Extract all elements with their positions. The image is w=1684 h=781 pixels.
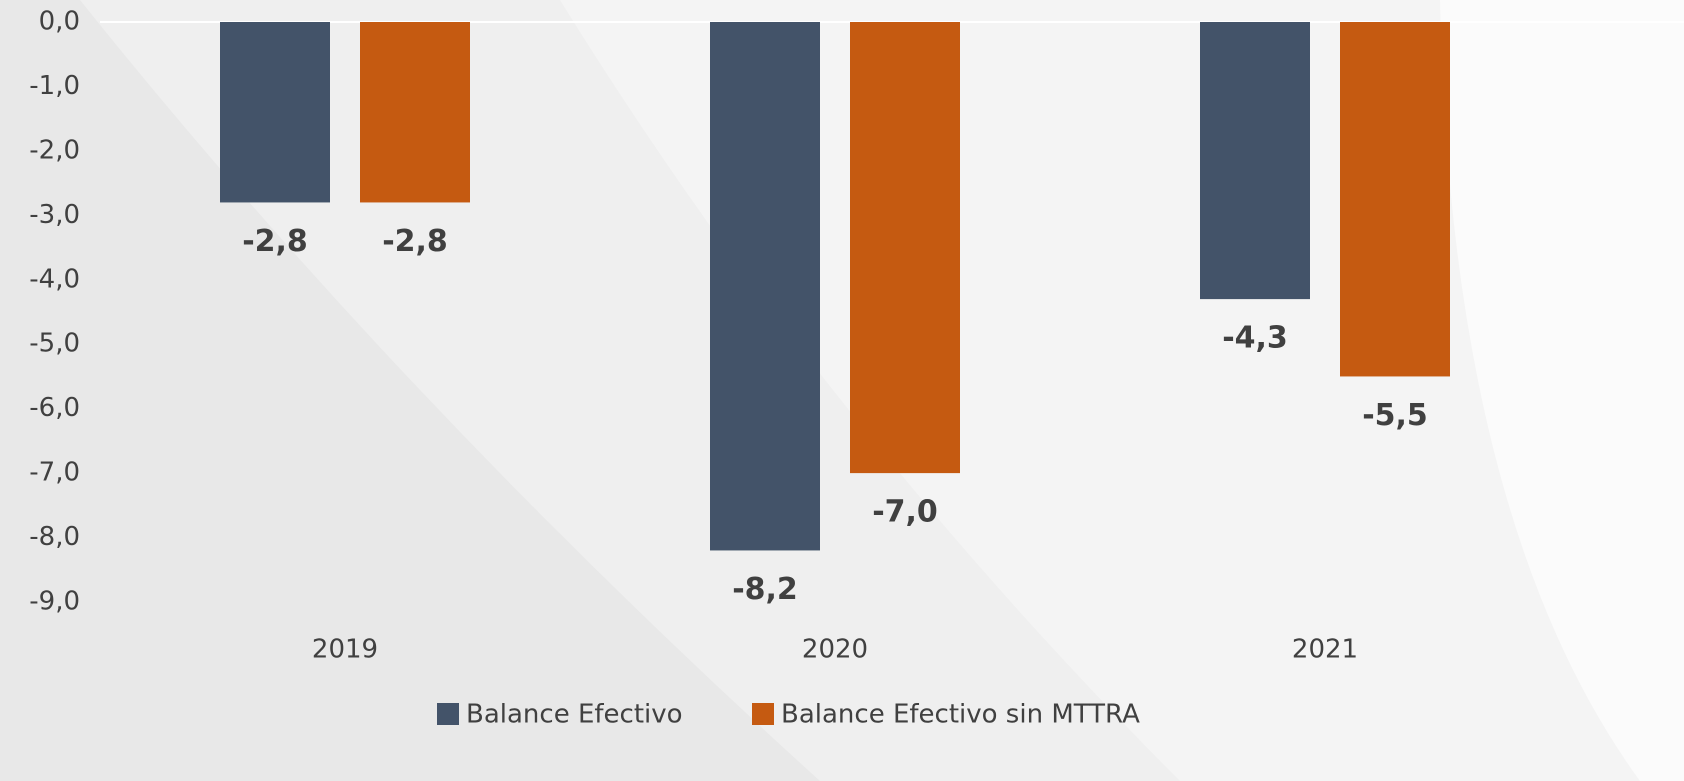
background-swoosh: [1440, 0, 1684, 781]
data-label: -5,5: [1362, 398, 1428, 433]
y-tick-label: -2,0: [29, 135, 80, 165]
y-tick-label: -8,0: [29, 522, 80, 552]
bar: [360, 22, 470, 203]
x-tick-label: 2021: [1292, 635, 1358, 665]
legend-swatch: [752, 703, 774, 725]
legend-label: Balance Efectivo: [466, 700, 683, 730]
legend-swatch: [437, 703, 459, 725]
data-label: -2,8: [382, 224, 448, 259]
y-tick-label: -6,0: [29, 393, 80, 423]
y-tick-label: 0,0: [39, 7, 80, 37]
x-tick-label: 2020: [802, 635, 868, 665]
bar: [850, 22, 960, 474]
background-swoosh: [0, 0, 820, 781]
bar: [710, 22, 820, 551]
y-tick-label: -7,0: [29, 458, 80, 488]
data-label: -2,8: [242, 224, 308, 259]
data-label: -8,2: [732, 572, 798, 607]
y-tick-label: -4,0: [29, 264, 80, 294]
data-label: -4,3: [1222, 321, 1288, 356]
y-tick-label: -3,0: [29, 200, 80, 230]
legend-label: Balance Efectivo sin MTTRA: [781, 700, 1140, 730]
y-tick-label: -5,0: [29, 329, 80, 359]
bar: [1340, 22, 1450, 377]
bar: [220, 22, 330, 203]
bar: [1200, 22, 1310, 300]
y-tick-label: -1,0: [29, 71, 80, 101]
x-tick-label: 2019: [312, 635, 378, 665]
data-label: -7,0: [872, 495, 938, 530]
y-tick-label: -9,0: [29, 587, 80, 617]
